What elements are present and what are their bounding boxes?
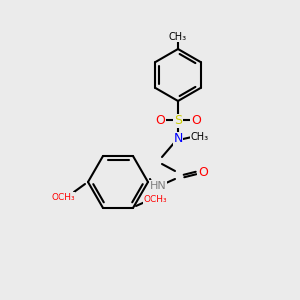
Text: OCH₃: OCH₃ bbox=[51, 193, 75, 202]
Text: N: N bbox=[173, 133, 183, 146]
Text: CH₃: CH₃ bbox=[191, 132, 209, 142]
Text: O: O bbox=[155, 113, 165, 127]
Text: OCH₃: OCH₃ bbox=[143, 196, 167, 205]
Text: O: O bbox=[198, 167, 208, 179]
Text: CH₃: CH₃ bbox=[169, 32, 187, 42]
Text: O: O bbox=[191, 113, 201, 127]
Text: S: S bbox=[174, 115, 182, 128]
Text: HN: HN bbox=[150, 181, 166, 191]
